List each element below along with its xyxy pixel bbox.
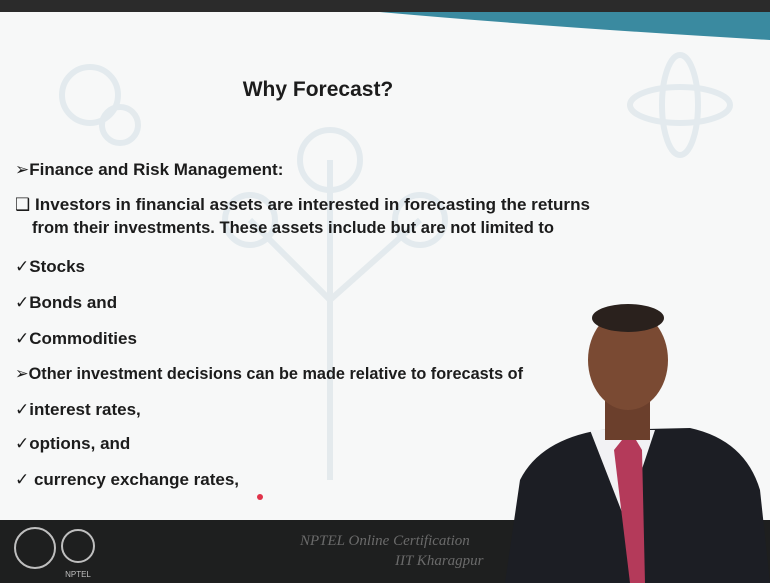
bullet-item: ✓options, and	[15, 434, 130, 453]
laser-pointer	[257, 494, 263, 500]
bullet-item: ✓Bonds and	[15, 293, 117, 312]
bullet-item: ✓ currency exchange rates,	[15, 470, 239, 489]
bullet-item: ✓interest rates,	[15, 400, 141, 419]
iit-logo	[14, 527, 56, 569]
bullet-item: ✓Commodities	[15, 329, 137, 348]
footer-line: IIT Kharagpur	[394, 553, 484, 569]
top-strip	[0, 0, 770, 12]
presenter	[505, 304, 770, 583]
bullet-item: ➢Other investment decisions can be made …	[15, 364, 523, 383]
background-decor	[59, 52, 733, 480]
bullet-item: ➢Finance and Risk Management:	[15, 160, 283, 179]
top-accent	[380, 12, 770, 40]
slide-title: Why Forecast?	[243, 78, 394, 101]
nptel-logo	[61, 529, 95, 563]
bullet-item: ✓Stocks	[15, 257, 85, 276]
logo-label: NPTEL	[65, 570, 91, 579]
footer-line: NPTEL Online Certification	[299, 533, 470, 549]
bullet-list: ➢Finance and Risk Management: ❑ Investors…	[15, 160, 590, 489]
bullet-item: from their investments. These assets inc…	[32, 218, 554, 237]
bullet-item: ❑ Investors in financial assets are inte…	[15, 195, 590, 214]
